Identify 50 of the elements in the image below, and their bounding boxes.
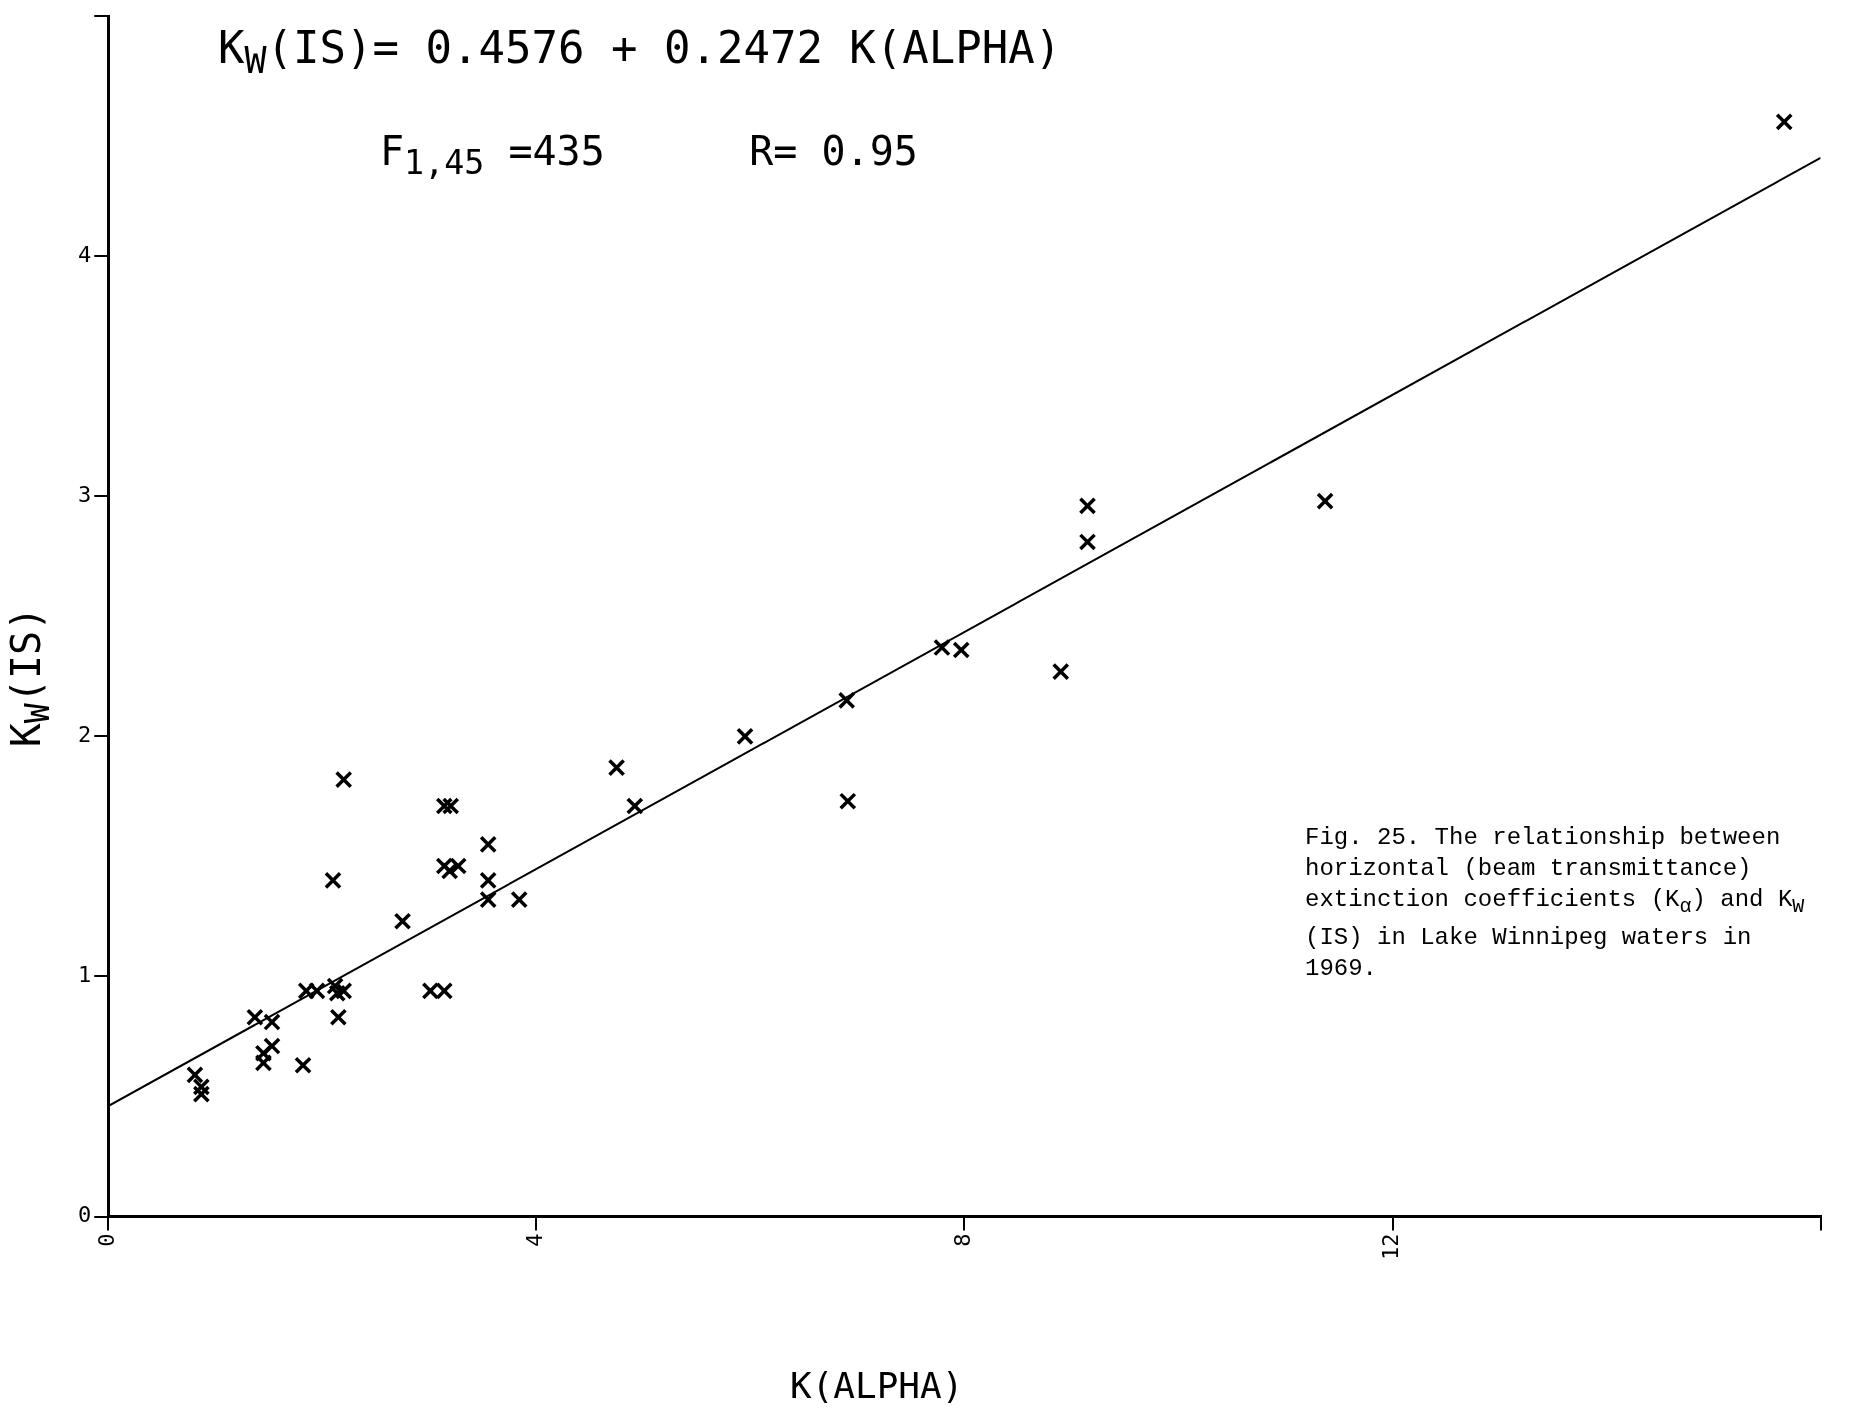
point (435, 857, 454, 875)
point (607, 758, 626, 777)
point (421, 982, 440, 1000)
point (326, 977, 344, 995)
point (192, 1078, 211, 1096)
y-tick-label: 1 (78, 962, 92, 988)
point (1078, 497, 1097, 515)
point (736, 727, 754, 746)
point (192, 1085, 211, 1103)
point (324, 871, 342, 890)
point (933, 638, 951, 657)
point (334, 770, 353, 789)
point (186, 1066, 204, 1084)
chart-title: K$_{W}$(IS)= 0.4576 + 0.2472 K(ALPHA) (218, 22, 1062, 82)
point (479, 835, 497, 854)
point (328, 984, 347, 1003)
point (1051, 662, 1070, 681)
point (329, 1008, 348, 1027)
point (837, 691, 856, 710)
point (334, 982, 353, 1000)
point (297, 982, 316, 1000)
point (308, 982, 326, 1000)
point (435, 797, 454, 815)
y-tick-label: 2 (78, 722, 92, 748)
point (838, 792, 857, 811)
x-tick-label: 4 (522, 1233, 548, 1247)
point (1775, 113, 1794, 131)
point (393, 912, 412, 931)
point (1078, 533, 1097, 551)
point (625, 797, 644, 815)
y-tick-label: 4 (78, 241, 92, 267)
point (246, 1008, 264, 1027)
point (263, 1037, 281, 1055)
point (510, 890, 529, 909)
annotation: F$_{1,45}$ =435 R= 0.95 (380, 128, 918, 182)
x-tick-label: 8 (950, 1233, 976, 1247)
point (1316, 492, 1334, 510)
point (952, 641, 971, 659)
y-tick-label: 3 (78, 482, 92, 508)
point (440, 862, 459, 880)
x-tick-label: 12 (1378, 1233, 1404, 1261)
x-tick-label: 0 (93, 1233, 119, 1247)
x-axis-title: K(ALPHA) (790, 1365, 964, 1406)
text: Fig. 25. The relationship between horizontal (beam transmittance) extinction coefficients (K$_{α}$) and K$_{W}$ (IS) in Lake Winnipeg waters in 1969. (1305, 824, 1805, 982)
y-tick-label: 0 (78, 1202, 92, 1228)
point (294, 1056, 312, 1075)
point (441, 797, 460, 815)
point (435, 982, 454, 1000)
point (263, 1013, 281, 1031)
point (449, 857, 468, 875)
